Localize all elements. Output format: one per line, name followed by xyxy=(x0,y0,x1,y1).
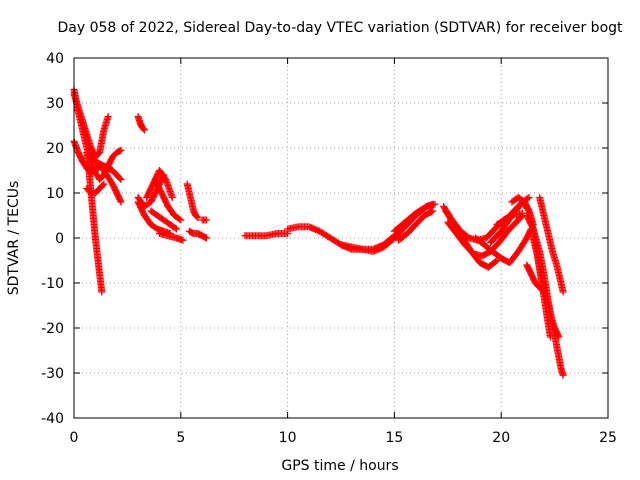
series-arc-6 xyxy=(83,180,108,197)
data-point xyxy=(428,208,436,216)
y-tick-label: 0 xyxy=(55,231,64,247)
data-point xyxy=(99,181,107,189)
y-tick-label: -30 xyxy=(41,366,64,382)
series-arc-12 xyxy=(151,176,185,224)
y-axis-label: SDTVAR / TECUs xyxy=(6,181,22,296)
series-arc-4 xyxy=(79,117,125,183)
y-tick-label: -20 xyxy=(41,321,64,337)
data-point xyxy=(193,213,201,221)
data-marks xyxy=(70,86,567,379)
y-tick-label: 20 xyxy=(46,141,64,157)
y-tick-label: 10 xyxy=(46,186,64,202)
data-point xyxy=(202,234,210,242)
series-arc-21 xyxy=(395,207,437,244)
grid-lines xyxy=(74,58,608,418)
data-point xyxy=(140,126,148,134)
data-point xyxy=(117,198,125,206)
x-tick-label: 15 xyxy=(385,430,403,446)
data-point xyxy=(98,288,106,296)
data-point xyxy=(524,194,532,202)
data-point xyxy=(540,288,548,296)
y-tick-label: 40 xyxy=(46,51,64,67)
x-tick-label: 20 xyxy=(492,430,510,446)
series-arc-30 xyxy=(529,234,563,341)
data-point xyxy=(554,332,562,340)
series-arc-16 xyxy=(198,216,210,224)
data-point xyxy=(117,146,125,154)
data-point xyxy=(139,125,147,133)
data-point xyxy=(171,224,179,232)
data-point xyxy=(202,216,210,224)
data-point xyxy=(116,174,124,182)
data-point xyxy=(493,257,501,264)
data-point xyxy=(116,197,124,205)
data-point xyxy=(117,176,125,183)
data-point xyxy=(559,371,567,379)
series-arc-14 xyxy=(183,180,202,222)
chart-title: Day 058 of 2022, Sidereal Day-to-day VTE… xyxy=(57,20,623,36)
y-tick-label: -40 xyxy=(41,411,64,427)
data-point xyxy=(559,288,567,296)
x-axis-label: GPS time / hours xyxy=(281,458,398,474)
x-tick-label: 0 xyxy=(70,430,79,446)
data-point xyxy=(517,213,525,221)
data-point xyxy=(176,215,184,223)
series-arc-15 xyxy=(185,227,210,242)
data-point xyxy=(555,333,563,341)
series-arc-20 xyxy=(390,200,439,235)
data-point xyxy=(104,113,112,120)
plot-frame xyxy=(73,57,609,419)
x-tick-label: 5 xyxy=(176,430,185,446)
series-arc-31 xyxy=(536,194,567,296)
data-point xyxy=(429,207,437,215)
y-tick-label: -10 xyxy=(41,276,64,292)
data-point xyxy=(179,236,187,244)
data-point xyxy=(525,194,533,201)
x-tick-label: 25 xyxy=(599,430,617,446)
series-arc-7 xyxy=(134,113,148,134)
data-point xyxy=(177,216,185,224)
data-point xyxy=(173,225,181,233)
series-arc-13 xyxy=(155,230,187,244)
series-arc-17 xyxy=(241,230,292,240)
series-arc-24 xyxy=(442,207,501,271)
tick-labels: 0 5 10 15 20 25 -40 -30 -20 -10 0 10 20 30 40 xyxy=(41,51,617,446)
data-point xyxy=(539,287,547,295)
series-arc-32 xyxy=(523,261,548,296)
y-tick-label: 30 xyxy=(46,96,64,112)
data-point xyxy=(431,200,439,208)
series-arc-5 xyxy=(83,149,106,296)
x-tick-label: 10 xyxy=(279,430,297,446)
data-point xyxy=(194,214,202,222)
data-point xyxy=(492,257,500,265)
series-arc-11 xyxy=(147,207,181,233)
data-point xyxy=(100,180,108,188)
data-point xyxy=(168,194,176,201)
